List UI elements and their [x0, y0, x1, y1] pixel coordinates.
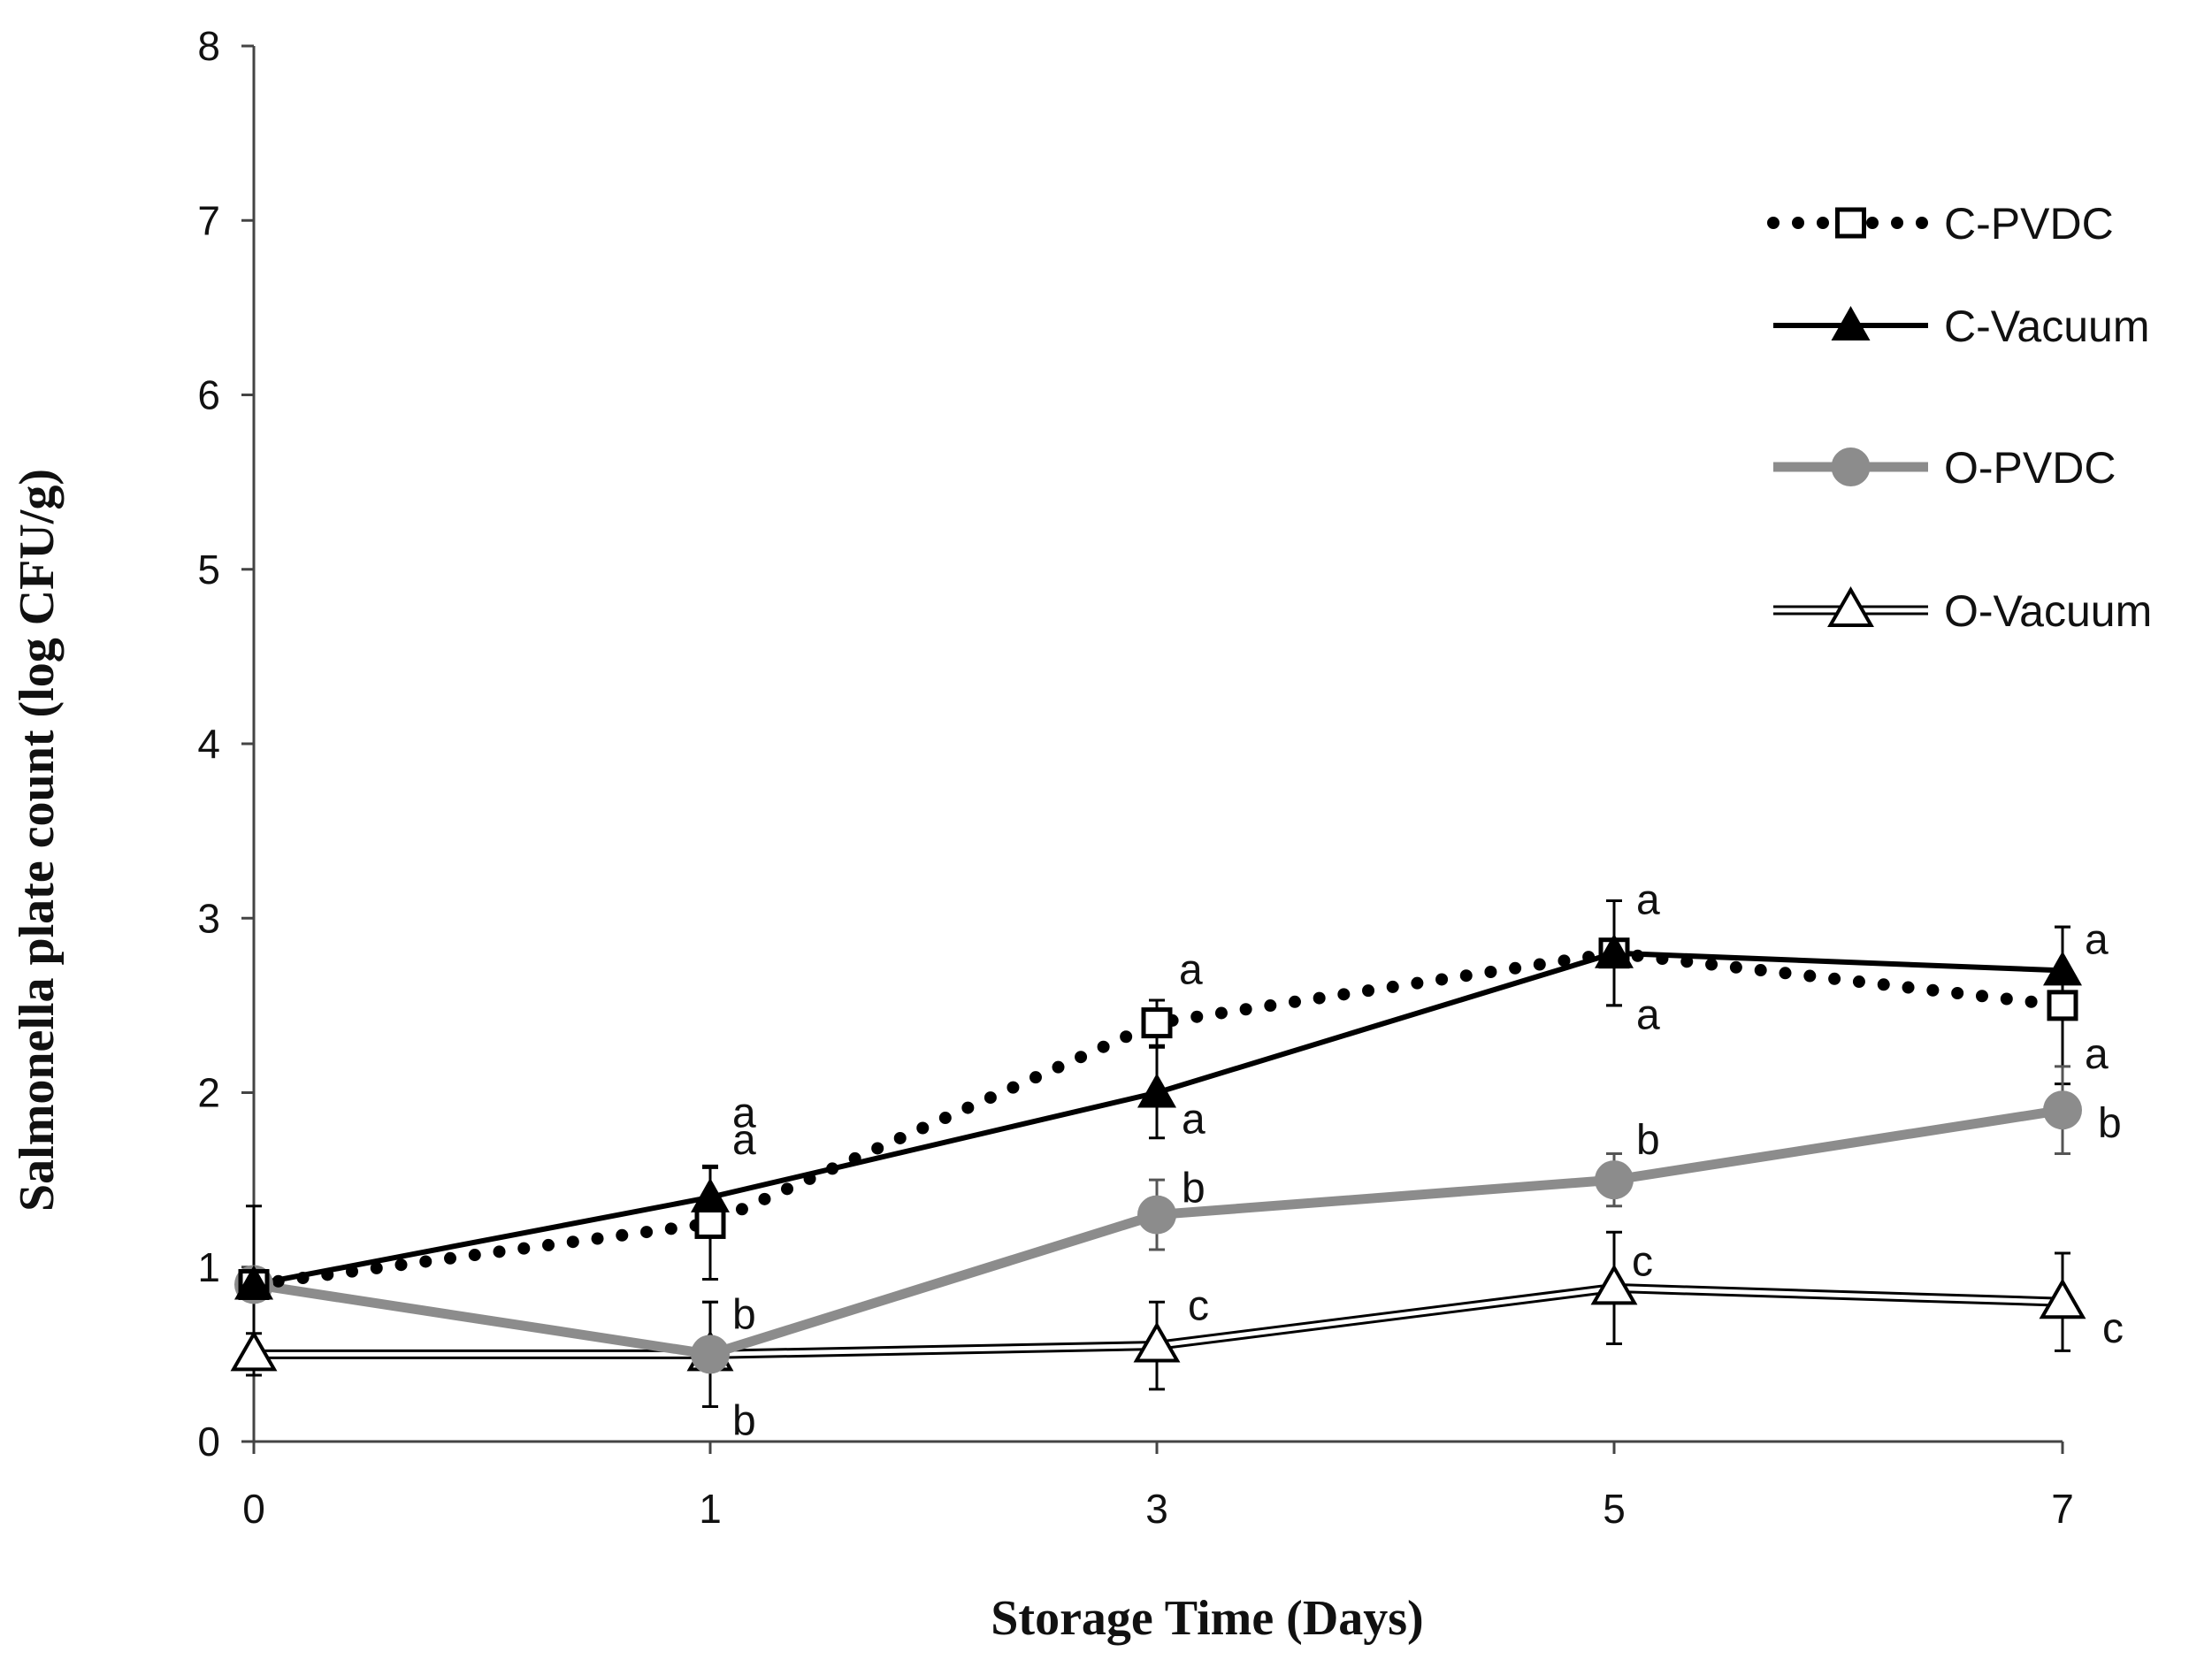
significance-letter: b	[732, 1291, 756, 1338]
legend: C-PVDC C-Vacuum O-PVDC O-Vacuum	[1767, 199, 2152, 636]
axes: 0 1 2 3 4 5 6 7 8 0 1 3 5 7	[197, 23, 2073, 1532]
x-tick-label: 1	[699, 1486, 722, 1532]
y-tick-label: 4	[197, 721, 220, 767]
significance-letter: b	[732, 1397, 756, 1444]
significance-letter: a	[732, 1117, 756, 1164]
marker-o-pvdc	[1595, 1160, 1634, 1200]
marker-c-vacuum	[691, 1177, 730, 1212]
series-markers	[230, 933, 2086, 1374]
significance-letter: b	[1182, 1166, 1206, 1212]
x-tick-label: 5	[1603, 1486, 1626, 1532]
marker-c-vacuum	[2043, 951, 2082, 986]
y-tick-label: 6	[197, 372, 220, 418]
marker-c-pvdc	[694, 1207, 726, 1239]
marker-o-vacuum	[1133, 1321, 1181, 1363]
marker-c-vacuum	[1595, 933, 1634, 968]
y-axis-title: Salmonella plate count (log CFU/g)	[10, 469, 65, 1212]
marker-c-vacuum	[234, 1265, 273, 1300]
marker-o-pvdc	[691, 1335, 730, 1374]
significance-letter: c	[1188, 1283, 1209, 1330]
significance-letter: c	[1632, 1238, 1653, 1285]
x-axis-title: Storage Time (Days)	[991, 1591, 1423, 1646]
significance-letter: a	[1636, 992, 1660, 1039]
series-line-c-pvdc	[248, 946, 2069, 1291]
significance-letter: a	[2085, 1031, 2109, 1078]
legend-marker-o-vacuum	[1827, 585, 1874, 627]
y-tick-label: 2	[197, 1070, 220, 1116]
y-tick-label: 8	[197, 23, 220, 69]
y-tick-label: 3	[197, 895, 220, 941]
marker-o-vacuum	[1590, 1264, 1638, 1305]
significance-letter: a	[732, 1090, 756, 1136]
significance-letter: a	[1182, 1097, 1206, 1143]
marker-o-vacuum	[230, 1330, 278, 1372]
marker-c-pvdc	[2047, 990, 2078, 1021]
legend-marker-c-pvdc	[1835, 207, 1866, 239]
marker-c-pvdc	[1141, 1007, 1173, 1039]
significance-letter: a	[1636, 877, 1660, 924]
legend-marker-c-vacuum	[1831, 306, 1871, 340]
significance-letter: b	[1636, 1117, 1660, 1164]
y-tick-label: 7	[197, 197, 220, 243]
significance-letter: a	[1179, 947, 1203, 994]
x-tick-label: 0	[242, 1486, 265, 1532]
significance-letter: b	[2098, 1100, 2122, 1147]
significance-letter: c	[2102, 1305, 2124, 1352]
marker-o-pvdc	[1137, 1195, 1176, 1235]
y-tick-label: 5	[197, 547, 220, 593]
y-tick-label: 1	[197, 1244, 220, 1290]
legend-label-o-pvdc: O-PVDC	[1944, 443, 2116, 493]
legend-label-c-vacuum: C-Vacuum	[1944, 302, 2149, 351]
marker-o-pvdc	[2043, 1090, 2082, 1130]
significance-letter: a	[2085, 916, 2109, 963]
legend-label-c-pvdc: C-PVDC	[1944, 199, 2114, 249]
marker-o-vacuum	[2039, 1278, 2086, 1319]
y-tick-label: 0	[197, 1419, 220, 1465]
marker-c-vacuum	[1137, 1073, 1176, 1108]
x-tick-label: 3	[1145, 1486, 1168, 1532]
legend-marker-o-pvdc	[1831, 447, 1871, 486]
legend-label-o-vacuum: O-Vacuum	[1944, 586, 2152, 636]
x-tick-label: 7	[2051, 1486, 2074, 1532]
